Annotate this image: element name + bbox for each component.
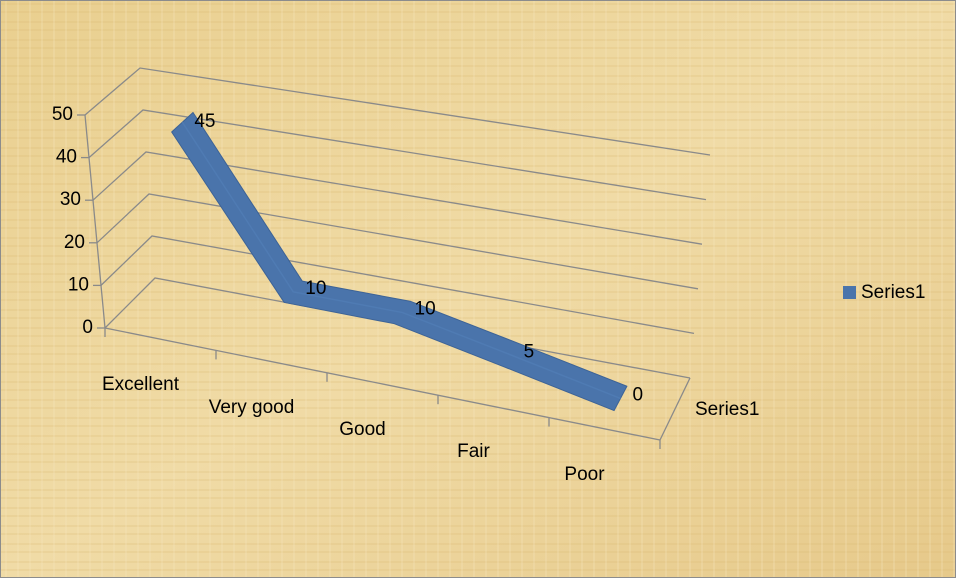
series-line bbox=[181, 121, 621, 400]
x-tick-label: Fair bbox=[457, 441, 490, 463]
data-label: 10 bbox=[415, 299, 436, 320]
y-tick-label: 10 bbox=[68, 274, 89, 295]
legend-swatch bbox=[843, 286, 856, 299]
grid-line bbox=[96, 193, 699, 290]
legend-label: Series1 bbox=[861, 282, 925, 303]
depth-axis bbox=[659, 377, 691, 441]
grid-line bbox=[88, 109, 707, 201]
x-tick-label: Good bbox=[339, 419, 386, 440]
y-axis bbox=[84, 114, 106, 329]
grid-line bbox=[100, 235, 695, 335]
data-label: 10 bbox=[305, 278, 326, 299]
data-label: 5 bbox=[524, 341, 535, 362]
data-label: 0 bbox=[633, 384, 644, 405]
y-tick-label: 0 bbox=[82, 317, 93, 338]
x-tick-label: Very good bbox=[208, 396, 295, 418]
data-label: 45 bbox=[194, 111, 215, 132]
x-tick-label: Poor bbox=[564, 463, 605, 485]
x-axis bbox=[104, 327, 661, 441]
y-tick-label: 20 bbox=[64, 232, 85, 253]
y-tick-label: 30 bbox=[60, 189, 81, 210]
y-tick-label: 40 bbox=[56, 147, 77, 168]
y-tick-label: 50 bbox=[52, 104, 73, 125]
ribbon bbox=[171, 111, 628, 412]
depth-tick-label: Series1 bbox=[695, 399, 759, 420]
x-tick-label: Excellent bbox=[101, 374, 180, 396]
grid-line bbox=[92, 151, 703, 245]
grid-line bbox=[84, 67, 711, 156]
